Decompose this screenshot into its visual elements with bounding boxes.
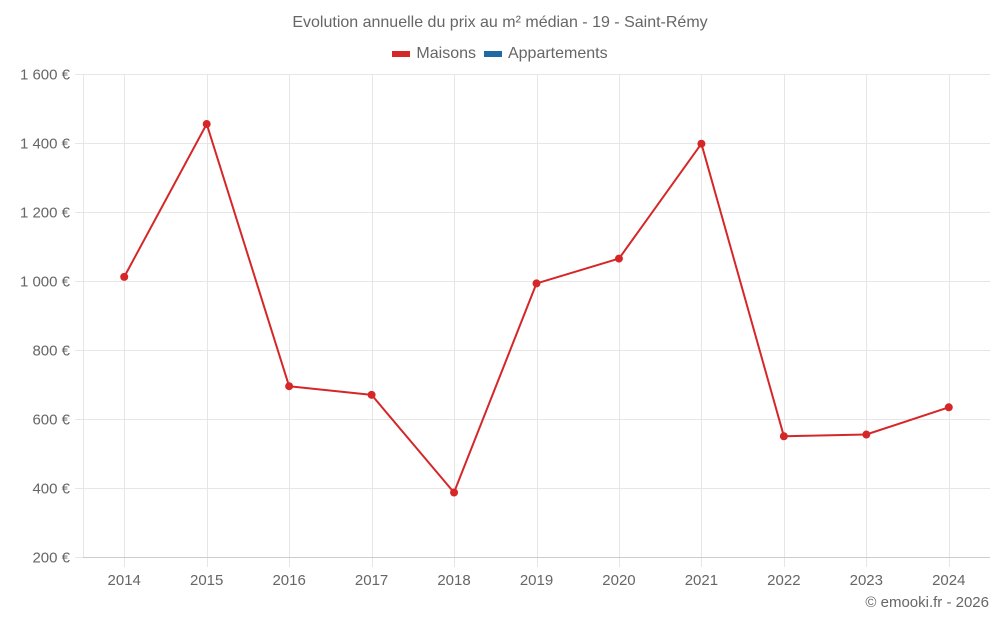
y-tick-label: 1 200 € bbox=[20, 205, 71, 222]
x-tick-label: 2021 bbox=[685, 572, 718, 589]
y-tick-label: 400 € bbox=[32, 481, 70, 498]
data-point-marker[interactable] bbox=[367, 390, 376, 399]
y-tick-label: 1 000 € bbox=[20, 274, 71, 291]
legend-swatch-appartements bbox=[483, 51, 502, 57]
grid-lines bbox=[83, 74, 990, 567]
legend-item-appartements[interactable]: Appartements bbox=[483, 45, 608, 63]
y-tick-label: 800 € bbox=[32, 343, 70, 360]
data-point-marker[interactable] bbox=[532, 279, 541, 288]
x-tick-label: 2018 bbox=[437, 572, 470, 589]
x-tick-label: 2023 bbox=[850, 572, 883, 589]
x-tick-label: 2017 bbox=[355, 572, 388, 589]
y-axis: 200 € 400 € 600 € 800 € 1 000 € 1 200 € 1 400 … bbox=[20, 67, 83, 567]
data-point-marker[interactable] bbox=[862, 430, 871, 439]
legend-label-maisons: Maisons bbox=[416, 45, 476, 62]
x-tick-label: 2022 bbox=[767, 572, 800, 589]
x-tick-label: 2014 bbox=[108, 572, 141, 589]
y-tick-label: 200 € bbox=[32, 550, 70, 567]
y-tick-label: 1 600 € bbox=[20, 67, 71, 84]
series-maisons bbox=[120, 120, 953, 497]
data-point-marker[interactable] bbox=[944, 403, 953, 412]
chart-title: Evolution annuelle du prix au m² médian … bbox=[292, 14, 708, 31]
x-tick-label: 2024 bbox=[932, 572, 965, 589]
data-point-marker[interactable] bbox=[614, 254, 623, 263]
data-point-marker[interactable] bbox=[120, 272, 129, 281]
y-tick-label: 600 € bbox=[32, 412, 70, 429]
x-axis: 2014 2015 2016 2017 2018 2019 2020 2021 2022 2023… bbox=[83, 557, 990, 589]
legend: Maisons Appartements bbox=[0, 45, 1000, 63]
x-tick-label: 2016 bbox=[272, 572, 305, 589]
y-tick-label: 1 400 € bbox=[20, 136, 71, 153]
data-point-marker[interactable] bbox=[697, 139, 706, 148]
series-line bbox=[123, 123, 950, 494]
legend-swatch-maisons bbox=[392, 51, 411, 57]
x-tick-label: 2015 bbox=[190, 572, 223, 589]
x-tick-label: 2020 bbox=[602, 572, 635, 589]
data-point-marker[interactable] bbox=[202, 120, 211, 129]
data-point-marker[interactable] bbox=[779, 432, 788, 441]
legend-label-appartements: Appartements bbox=[507, 45, 608, 62]
credits-link[interactable]: © emooki.fr - 2026 bbox=[865, 594, 989, 611]
legend-item-maisons[interactable]: Maisons bbox=[392, 45, 476, 63]
data-point-marker[interactable] bbox=[450, 488, 459, 497]
data-point-marker[interactable] bbox=[285, 382, 294, 391]
x-tick-label: 2019 bbox=[520, 572, 553, 589]
